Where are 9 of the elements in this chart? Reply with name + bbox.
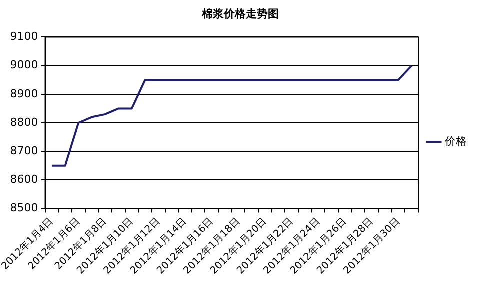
y-tick-label: 9000 — [10, 58, 38, 72]
y-tick-label: 8800 — [10, 116, 38, 129]
y-tick-label: 8700 — [10, 144, 38, 158]
legend-label: 价格 — [444, 134, 467, 148]
y-tick-label: 8900 — [10, 87, 38, 100]
chart-title: 棉浆价格走势图 — [201, 7, 279, 20]
y-tick-label: 8600 — [10, 173, 38, 186]
y-tick-label: 8500 — [10, 202, 38, 215]
y-tick-label: 9100 — [10, 30, 38, 44]
